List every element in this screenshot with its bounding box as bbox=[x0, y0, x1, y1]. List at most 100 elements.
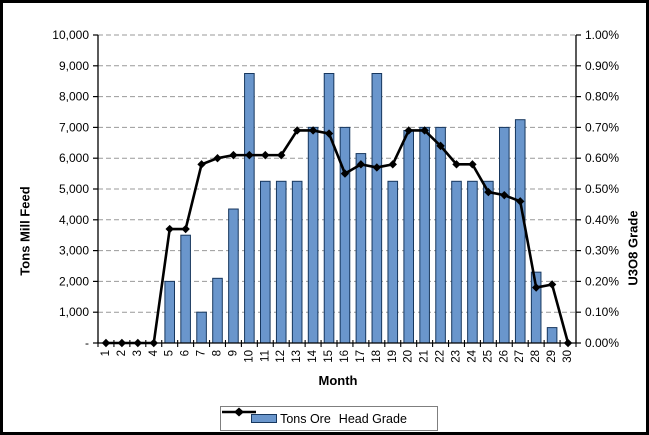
head-grade-point-month-7 bbox=[197, 160, 206, 169]
left-axis-tick-label: 10,000 bbox=[52, 28, 89, 42]
right-axis-title: U3O8 Grade bbox=[625, 210, 641, 286]
x-axis-tick-label: 15 bbox=[323, 350, 335, 363]
right-axis-tick-label: 0.10% bbox=[585, 305, 619, 319]
x-axis-tick-label: 13 bbox=[291, 350, 303, 363]
left-axis-tick-label: - bbox=[85, 336, 89, 350]
bar-month-15 bbox=[323, 73, 335, 344]
right-axis-tick-label: 0.00% bbox=[585, 336, 619, 350]
head-grade-line bbox=[105, 129, 570, 345]
x-axis-tick-label: 16 bbox=[339, 350, 351, 363]
x-axis-tick-label: 2 bbox=[116, 350, 128, 356]
legend-item-head-grade: Head Grade bbox=[222, 407, 407, 426]
head-grade-point-month-24 bbox=[468, 160, 477, 169]
bar-month-11 bbox=[260, 180, 271, 344]
head-grade-point-month-14 bbox=[308, 126, 318, 135]
x-axis-tick-label: 7 bbox=[196, 350, 208, 356]
bar-month-16 bbox=[339, 126, 351, 344]
x-axis-title: Month bbox=[318, 373, 358, 388]
head-grade-point-month-11 bbox=[261, 150, 270, 160]
legend: Tons Ore Head Grade bbox=[220, 406, 438, 431]
right-axis-tick-label: 0.60% bbox=[585, 151, 619, 165]
left-axis-title: Tons Mill Feed bbox=[17, 186, 33, 276]
bar-month-22 bbox=[435, 126, 446, 344]
x-axis-tick-label: 23 bbox=[451, 350, 463, 363]
left-axis-tick-label: 6,000 bbox=[59, 151, 89, 165]
x-axis-tick-label: 5 bbox=[164, 350, 176, 356]
left-axis-tick-label: 1,000 bbox=[59, 305, 89, 319]
right-axis-tick-label: 1.00% bbox=[585, 28, 619, 42]
left-axis-tick-label: 4,000 bbox=[59, 213, 89, 227]
x-axis-tick-label: 1 bbox=[100, 350, 112, 356]
head-grade-point-month-5 bbox=[165, 224, 174, 234]
combo-chart-canvas: - 0.00% 1,000 0.10% 2,000 0.20% 3,000 0.30% 4,00… bbox=[52, 28, 619, 363]
head-grade-point-month-21 bbox=[420, 126, 429, 135]
head-grade-point-month-12 bbox=[277, 150, 286, 160]
bar-month-26 bbox=[499, 126, 510, 344]
x-axis-tick-label: 14 bbox=[307, 349, 319, 362]
right-axis-tick-label: 0.40% bbox=[585, 213, 619, 227]
left-axis-tick-label: 8,000 bbox=[59, 90, 89, 104]
x-axis-tick-label: 9 bbox=[227, 350, 239, 356]
left-axis-tick-label: 2,000 bbox=[59, 274, 89, 288]
x-axis-tick-label: 3 bbox=[132, 350, 144, 356]
bar-month-18 bbox=[371, 73, 383, 344]
x-axis-tick-label: 30 bbox=[562, 350, 574, 363]
x-axis-tick-label: 11 bbox=[259, 350, 271, 362]
head-grade-point-month-22 bbox=[436, 141, 445, 151]
bar-month-21 bbox=[419, 126, 430, 344]
left-axis-tick-label: 7,000 bbox=[59, 120, 89, 134]
head-grade-point-month-15 bbox=[324, 129, 334, 138]
left-axis-tick-label: 3,000 bbox=[59, 244, 89, 258]
x-axis-tick-label: 19 bbox=[387, 350, 399, 363]
x-axis-tick-label: 21 bbox=[419, 350, 431, 363]
x-axis-tick-label: 6 bbox=[180, 350, 192, 356]
right-axis-tick-label: 0.80% bbox=[585, 90, 619, 104]
head-grade-point-month-6 bbox=[181, 224, 190, 234]
head-grade-marker-icon bbox=[222, 407, 256, 417]
bar-month-24 bbox=[467, 180, 478, 344]
x-axis-tick-label: 22 bbox=[435, 350, 447, 363]
right-axis-tick-label: 0.90% bbox=[585, 59, 619, 73]
head-grade-point-month-27 bbox=[516, 197, 525, 206]
head-grade-point-month-17 bbox=[356, 160, 366, 169]
bar-month-27 bbox=[514, 119, 526, 344]
head-grade-point-month-10 bbox=[245, 150, 254, 160]
head-grade-point-month-29 bbox=[547, 280, 557, 289]
x-axis-tick-label: 27 bbox=[514, 350, 526, 363]
tons-ore-swatch-icon bbox=[251, 414, 278, 423]
bar-month-8 bbox=[212, 277, 223, 344]
x-axis-tick-label: 24 bbox=[466, 349, 478, 362]
x-axis-tick-label: 4 bbox=[148, 349, 160, 356]
x-axis-tick-label: 8 bbox=[212, 350, 224, 356]
head-grade-point-month-20 bbox=[404, 126, 413, 135]
bar-month-29 bbox=[546, 327, 558, 344]
bar-month-6 bbox=[180, 234, 191, 344]
head-grade-point-month-16 bbox=[340, 169, 350, 178]
bar-month-14 bbox=[307, 126, 319, 344]
head-grade-point-month-9 bbox=[229, 150, 238, 160]
head-grade-point-month-25 bbox=[484, 187, 493, 197]
head-grade-point-month-19 bbox=[388, 160, 397, 169]
bar-month-13 bbox=[291, 180, 303, 344]
x-axis-tick-label: 28 bbox=[530, 350, 542, 363]
x-axis-tick-label: 18 bbox=[371, 350, 383, 363]
bar-month-10 bbox=[244, 73, 255, 344]
bar-month-23 bbox=[451, 180, 462, 344]
legend-item-tons-ore: Tons Ore bbox=[251, 412, 331, 426]
right-axis-tick-label: 0.50% bbox=[585, 182, 619, 196]
bar-month-19 bbox=[387, 180, 399, 344]
head-grade-point-month-8 bbox=[213, 154, 222, 163]
bar-month-12 bbox=[275, 180, 287, 344]
bar-month-5 bbox=[164, 280, 175, 344]
right-axis-tick-label: 0.20% bbox=[585, 274, 619, 288]
bar-month-20 bbox=[403, 129, 414, 344]
left-axis-tick-label: 5,000 bbox=[59, 182, 89, 196]
legend-label-tons-ore: Tons Ore bbox=[280, 411, 331, 426]
x-axis-tick-label: 25 bbox=[482, 350, 494, 363]
legend-label-head-grade: Head Grade bbox=[338, 411, 407, 426]
bar-month-7 bbox=[196, 311, 207, 344]
right-axis-tick-label: 0.70% bbox=[585, 120, 619, 134]
right-axis-tick-label: 0.30% bbox=[585, 244, 619, 258]
head-grade-point-month-26 bbox=[500, 190, 509, 200]
